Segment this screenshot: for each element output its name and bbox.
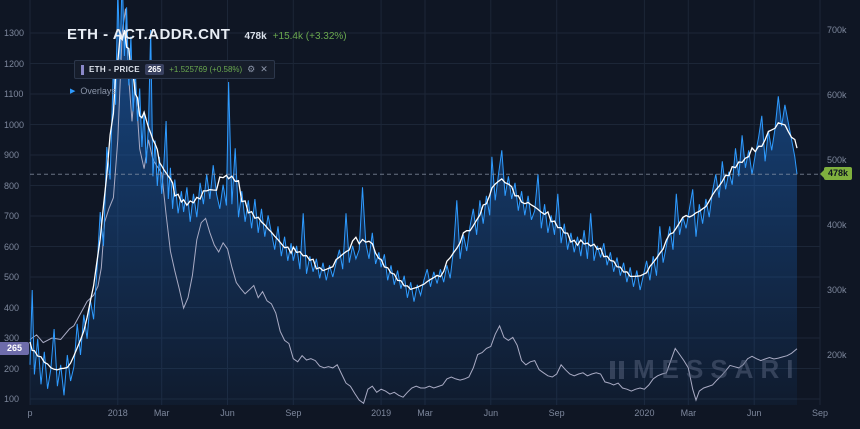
overlay-series-value: 265 [144,64,165,75]
overlays-toggle[interactable]: ▶ Overlays [70,86,116,96]
current-price-badge: 265 [0,341,30,355]
close-icon[interactable]: ✕ [260,64,268,74]
overlay-legend[interactable]: ETH - PRICE 265 +1.525769 (+0.58%) ⚙ ✕ [74,60,275,79]
overlays-label: Overlays [80,86,116,96]
overlay-series-label: ETH - PRICE [89,65,140,74]
chart-header: ETH - ACT.ADDR.CNT 478k +15.4k (+3.32%) [67,26,347,43]
current-value: 478k [244,31,267,42]
current-change: +15.4k (+3.32%) [272,31,347,42]
series-color-chip [81,64,84,75]
current-addresses-badge: 478k [819,167,853,181]
page-title: ETH - ACT.ADDR.CNT [67,26,231,43]
overlay-series-change: +1.525769 (+0.58%) [169,65,243,74]
chevron-right-icon: ▶ [70,88,76,95]
gear-icon[interactable]: ⚙ [247,64,256,74]
